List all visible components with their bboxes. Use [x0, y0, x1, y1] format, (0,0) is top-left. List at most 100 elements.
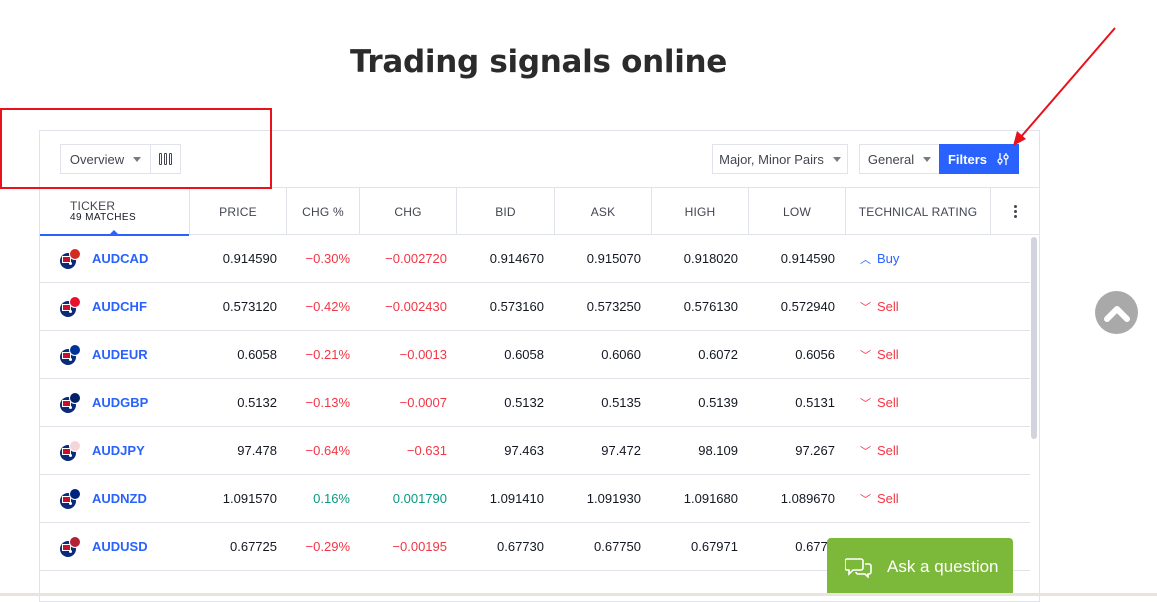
symbol-link[interactable]: AUDCAD — [92, 251, 149, 266]
ask-column-header[interactable]: ASK — [554, 188, 651, 235]
columns-icon — [159, 153, 172, 165]
symbol-cell[interactable]: AUDCHF — [60, 283, 190, 330]
symbol-link[interactable]: AUDGBP — [92, 395, 149, 410]
technical-rating-cell: ︿ Buy — [860, 235, 990, 282]
high-cell: 1.091680 — [683, 491, 738, 506]
chg-pct-cell: −0.64% — [305, 443, 350, 458]
symbol-link[interactable]: AUDNZD — [92, 491, 147, 506]
symbol-link[interactable]: AUDEUR — [92, 347, 148, 362]
chg-cell: 0.001790 — [392, 491, 447, 506]
symbol-cell[interactable]: AUDCAD — [60, 235, 190, 282]
chg-pct-cell: −0.42% — [305, 299, 350, 314]
high-cell: 0.5139 — [698, 395, 738, 410]
ask-cell: 0.6060 — [601, 347, 641, 362]
symbol-cell[interactable]: AUDGBP — [60, 379, 190, 426]
sliders-icon — [997, 153, 1009, 165]
technical-rating-column-header[interactable]: TECHNICAL RATING — [845, 188, 990, 235]
table-row[interactable]: AUDUSD 0.67725 −0.29% −0.00195 0.67730 0.6775… — [40, 523, 1030, 571]
currency-pair-flag-icon — [60, 439, 82, 462]
bid-cell: 0.914670 — [489, 251, 544, 266]
table-row[interactable]: AUDEUR 0.6058 −0.21% −0.0013 0.6058 0.6060 0.6… — [40, 331, 1030, 379]
view-dropdown[interactable]: Overview — [60, 144, 151, 174]
technical-rating-cell: ﹀ Sell — [860, 475, 990, 522]
chg-column-header[interactable]: CHG — [359, 188, 456, 235]
general-dropdown[interactable]: General — [859, 144, 940, 174]
chevron-down-icon — [832, 156, 841, 162]
currency-pair-flag-icon — [60, 343, 82, 366]
chevron-up-icon: ︿ — [860, 253, 871, 266]
ask-cell: 1.091930 — [586, 491, 641, 506]
screener-widget: Overview Major, Minor Pairs General Filt… — [39, 130, 1040, 602]
symbol-link[interactable]: AUDUSD — [92, 539, 148, 554]
price-cell: 0.914590 — [222, 251, 277, 266]
chg-pct-cell: 0.16% — [313, 491, 350, 506]
chevron-down-icon: ﹀ — [860, 301, 871, 314]
chg-cell: −0.00195 — [392, 539, 447, 554]
table-row[interactable]: AUDCHF 0.573120 −0.42% −0.002430 0.573160 0.5… — [40, 283, 1030, 331]
high-cell: 0.576130 — [683, 299, 738, 314]
scroll-to-top-button[interactable] — [1095, 291, 1138, 334]
symbol-cell[interactable]: AUDUSD — [60, 523, 190, 570]
rating-label: Sell — [877, 491, 899, 506]
low-cell: 0.6056 — [795, 347, 835, 362]
table-row[interactable]: AUDCAD 0.914590 −0.30% −0.002720 0.914670 0.9… — [40, 235, 1030, 283]
chg-pct-column-header[interactable]: CHG % — [286, 188, 359, 235]
table-row[interactable]: AUDJPY 97.478 −0.64% −0.631 97.463 97.472 98.1… — [40, 427, 1030, 475]
bid-cell: 0.67730 — [497, 539, 544, 554]
more-vertical-icon — [1013, 205, 1017, 218]
table-scrollbar[interactable] — [1031, 237, 1037, 439]
screener-toolbar: Overview Major, Minor Pairs General Filt… — [40, 131, 1039, 187]
bid-cell: 0.573160 — [489, 299, 544, 314]
bid-cell: 1.091410 — [489, 491, 544, 506]
filters-button[interactable]: Filters — [939, 144, 1019, 174]
ask-cell: 0.915070 — [586, 251, 641, 266]
currency-pair-flag-icon — [60, 535, 82, 558]
chg-pct-cell: −0.13% — [305, 395, 350, 410]
pairs-dropdown-label: Major, Minor Pairs — [719, 151, 824, 167]
chevron-down-icon — [923, 156, 932, 162]
low-cell: 1.089670 — [780, 491, 835, 506]
chg-cell: −0.002720 — [385, 251, 447, 266]
symbol-cell[interactable]: AUDNZD — [60, 475, 190, 522]
ticker-column-header[interactable]: TICKER 49 MATCHES — [40, 188, 189, 236]
chevron-down-icon: ﹀ — [860, 397, 871, 410]
annotation-highlight-box — [0, 108, 272, 189]
table-row[interactable]: AUDGBP 0.5132 −0.13% −0.0007 0.5132 0.5135 0.5… — [40, 379, 1030, 427]
page-title: Trading signals online — [349, 44, 728, 80]
ask-cell: 97.472 — [601, 443, 641, 458]
page-bottom-edge — [0, 593, 1157, 596]
symbol-cell[interactable]: AUDJPY — [60, 427, 190, 474]
high-cell: 0.918020 — [683, 251, 738, 266]
currency-pair-flag-icon — [60, 391, 82, 414]
chg-pct-cell: −0.29% — [305, 539, 350, 554]
high-column-header[interactable]: HIGH — [651, 188, 748, 235]
price-column-header[interactable]: PRICE — [189, 188, 286, 235]
filters-button-label: Filters — [947, 151, 987, 167]
price-cell: 0.573120 — [222, 299, 277, 314]
table-row[interactable]: AUDNZD 1.091570 0.16% 0.001790 1.091410 1.091… — [40, 475, 1030, 523]
technical-rating-cell: ﹀ Sell — [860, 331, 990, 378]
sort-indicator-icon — [110, 230, 118, 234]
columns-button[interactable] — [150, 144, 181, 174]
symbol-link[interactable]: AUDJPY — [92, 443, 145, 458]
ask-question-button[interactable]: Ask a question — [827, 538, 1013, 596]
bid-cell: 0.6058 — [504, 347, 544, 362]
price-cell: 1.091570 — [222, 491, 277, 506]
low-column-header[interactable]: LOW — [748, 188, 845, 235]
low-cell: 0.5131 — [795, 395, 835, 410]
more-columns-button[interactable] — [990, 188, 1039, 235]
currency-pair-flag-icon — [60, 295, 82, 318]
chevron-up-icon — [1103, 305, 1130, 322]
symbol-cell[interactable]: AUDEUR — [60, 331, 190, 378]
price-cell: 0.6058 — [237, 347, 277, 362]
price-cell: 97.478 — [237, 443, 277, 458]
low-cell: 97.267 — [795, 443, 835, 458]
pairs-dropdown[interactable]: Major, Minor Pairs — [712, 144, 848, 174]
general-dropdown-label: General — [867, 151, 915, 167]
low-cell: 0.6770 — [795, 539, 835, 554]
symbol-link[interactable]: AUDCHF — [92, 299, 147, 314]
chg-cell: −0.002430 — [385, 299, 447, 314]
ask-cell: 0.573250 — [586, 299, 641, 314]
technical-rating-cell: ﹀ Sell — [860, 379, 990, 426]
bid-column-header[interactable]: BID — [456, 188, 554, 235]
